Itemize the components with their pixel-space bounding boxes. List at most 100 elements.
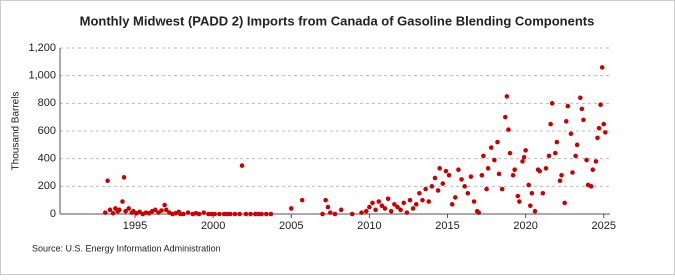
x-tick-label: 2015 (435, 220, 459, 232)
point (546, 153, 552, 159)
point (181, 211, 186, 217)
point (593, 159, 599, 164)
point (456, 167, 461, 173)
point (573, 153, 578, 159)
point (526, 182, 532, 188)
point (506, 127, 511, 132)
point (407, 197, 413, 203)
point (185, 210, 191, 215)
point (320, 211, 325, 217)
point (598, 102, 603, 108)
point (432, 175, 438, 181)
point (423, 186, 428, 192)
point (579, 106, 585, 112)
point (601, 121, 607, 127)
point (373, 207, 378, 213)
point (163, 207, 169, 213)
point (121, 175, 127, 180)
point (559, 172, 564, 178)
point (532, 208, 538, 214)
point (388, 208, 394, 214)
point (232, 211, 238, 217)
y-tick-label: 1,000 (28, 70, 56, 82)
y-tick-label: 1,200 (28, 42, 56, 54)
point (212, 211, 217, 217)
point (595, 135, 600, 141)
point (259, 211, 264, 217)
point (117, 207, 122, 213)
point (510, 172, 516, 178)
point (359, 210, 364, 215)
point (596, 125, 602, 131)
point (549, 101, 555, 106)
point (237, 211, 242, 217)
point (392, 202, 397, 207)
point (201, 210, 207, 215)
point (495, 139, 500, 145)
point (398, 207, 403, 213)
point (504, 94, 510, 99)
point (382, 206, 388, 211)
point (492, 157, 497, 163)
y-axis-label: Thousand Barrels (11, 92, 22, 171)
point (426, 199, 432, 204)
point (578, 95, 583, 101)
point (435, 188, 441, 193)
x-tick-label: 1995 (123, 220, 147, 232)
point (523, 148, 528, 153)
point (584, 157, 589, 163)
point (107, 207, 113, 213)
point (363, 208, 369, 214)
point (563, 119, 569, 124)
point (328, 210, 333, 215)
chart-title: Monthly Midwest (PADD 2) Imports from Ca… (80, 13, 595, 28)
point (367, 204, 372, 210)
point (123, 208, 128, 214)
point (323, 197, 328, 203)
point (521, 154, 527, 160)
point (512, 167, 517, 173)
point (449, 202, 455, 207)
point (153, 207, 158, 213)
point (429, 184, 435, 189)
point (268, 211, 274, 217)
point (110, 211, 116, 216)
point (446, 172, 452, 178)
point (515, 193, 521, 199)
x-tick-label: 2025 (592, 220, 616, 232)
point (325, 204, 331, 210)
point (401, 200, 407, 206)
point (217, 211, 222, 217)
y-tick-label: 600 (38, 125, 56, 137)
point (468, 174, 474, 179)
y-tick-label: 0 (50, 208, 56, 220)
point (437, 166, 442, 171)
point (540, 190, 546, 196)
point (581, 117, 586, 123)
point (503, 114, 508, 120)
point (395, 204, 400, 210)
point (370, 200, 375, 206)
source: Source: U.S. Energy Information Administ… (32, 243, 221, 253)
point (248, 211, 253, 217)
point (554, 139, 560, 145)
point (520, 159, 525, 164)
point (471, 199, 477, 204)
point (299, 197, 305, 203)
point (488, 145, 494, 150)
point (196, 211, 202, 217)
point (404, 210, 410, 215)
point (420, 197, 425, 203)
point (443, 168, 449, 174)
point (543, 166, 549, 171)
x-tick-label: 2005 (279, 220, 303, 232)
point (239, 163, 245, 168)
point (517, 199, 522, 204)
point (484, 186, 489, 192)
point (557, 178, 563, 184)
y-tick-label: 200 (38, 180, 56, 192)
point (338, 207, 344, 213)
point (263, 211, 269, 217)
point (103, 210, 108, 215)
point (413, 202, 419, 207)
